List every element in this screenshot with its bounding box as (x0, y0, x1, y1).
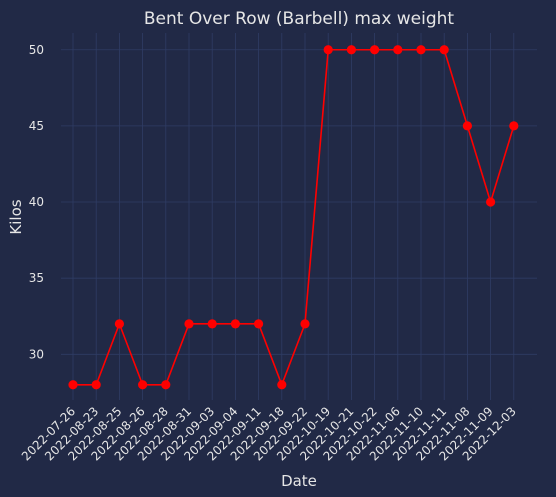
y-axis-label: Kilos (7, 199, 25, 234)
series (68, 45, 519, 390)
data-point (486, 197, 496, 207)
y-tick-label: 45 (29, 119, 44, 133)
data-point (416, 45, 426, 55)
data-point (393, 45, 403, 55)
data-point (138, 380, 148, 390)
data-point (509, 121, 519, 131)
data-point (323, 45, 333, 55)
chart-title: Bent Over Row (Barbell) max weight (144, 9, 455, 29)
x-axis-ticks: 2022-07-262022-08-232022-08-252022-08-26… (19, 404, 519, 463)
data-point (161, 380, 171, 390)
grid (61, 33, 537, 400)
data-point (207, 319, 217, 329)
y-tick-label: 50 (29, 43, 44, 57)
y-axis-ticks: 30 35 40 45 50 (29, 43, 44, 362)
data-point (439, 45, 449, 55)
data-point (370, 45, 380, 55)
y-tick-label: 40 (29, 195, 44, 209)
data-point (230, 319, 240, 329)
y-tick-label: 30 (29, 347, 44, 361)
series-line (73, 48, 515, 388)
data-point (114, 319, 124, 329)
data-point (277, 380, 287, 390)
y-tick-label: 35 (29, 271, 44, 285)
data-point (300, 319, 310, 329)
x-axis-label: Date (281, 472, 317, 490)
data-point (91, 380, 101, 390)
data-point (68, 380, 78, 390)
data-point (184, 319, 194, 329)
data-point (254, 319, 264, 329)
data-point (462, 121, 472, 131)
data-point (346, 45, 356, 55)
